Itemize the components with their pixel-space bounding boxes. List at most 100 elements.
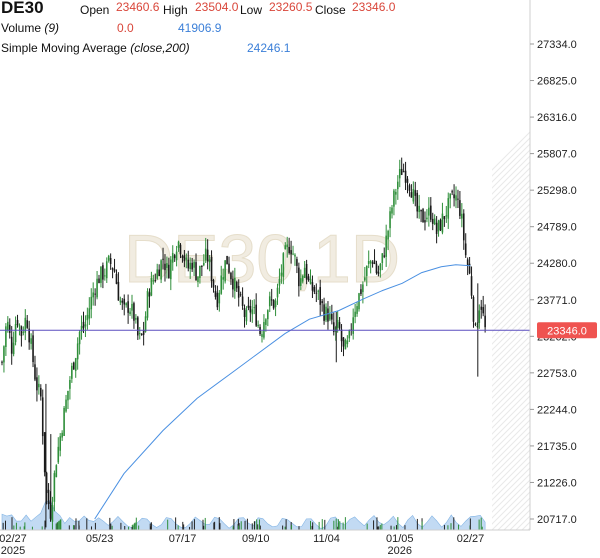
candle-body <box>140 334 143 336</box>
sma-value: 24246.1 <box>247 41 291 55</box>
candle-body <box>296 259 298 266</box>
candle-body <box>383 255 386 257</box>
candle-body <box>26 320 29 328</box>
candle-body <box>125 303 127 306</box>
candle-body <box>76 343 79 360</box>
candle-body <box>228 263 230 273</box>
candle-body <box>274 300 277 308</box>
candle-body <box>278 278 281 286</box>
candle-body <box>24 317 27 333</box>
close-label: Close <box>315 3 346 17</box>
candle-body <box>373 260 376 265</box>
candle-body <box>137 317 139 336</box>
candle-body <box>41 397 44 437</box>
price-tick-label: 21735.0 <box>537 441 577 453</box>
candle-body <box>1 361 3 363</box>
high-value: 23504.0 <box>195 0 239 14</box>
candle-body <box>354 311 356 317</box>
candle-body <box>449 193 451 199</box>
candle-body <box>385 235 387 257</box>
candle-body <box>431 218 434 224</box>
price-tick-label: 21226.0 <box>537 477 577 489</box>
last-price-label: 23346.0 <box>547 325 587 337</box>
candle-body <box>86 314 89 321</box>
candle-body <box>3 346 5 363</box>
time-tick-label: 01/05 <box>386 533 414 545</box>
candle-body <box>309 278 312 284</box>
time-tick-year: 2025 <box>1 545 25 557</box>
candle-body <box>150 278 153 296</box>
hatch-stroke <box>492 269 530 309</box>
candle-body <box>381 253 384 264</box>
candle-body <box>133 303 135 321</box>
time-tick-label: 11/04 <box>313 533 340 545</box>
candle-body <box>342 337 345 347</box>
candle-body <box>284 245 287 250</box>
symbol-title: DE30 <box>1 0 44 17</box>
volume-value-1: 0.0 <box>117 21 134 35</box>
candle-body <box>344 339 347 350</box>
price-tick-label: 27334.0 <box>537 39 577 51</box>
candle-body <box>36 377 38 391</box>
candle-body <box>334 326 337 332</box>
candle-body <box>185 257 188 260</box>
candle-body <box>323 304 325 321</box>
low-label: Low <box>240 3 263 17</box>
candle-body <box>216 292 219 308</box>
candle-body <box>12 342 15 355</box>
candle-body <box>307 276 310 281</box>
candle-body <box>218 292 221 304</box>
candle-body <box>459 200 461 216</box>
candle-body <box>34 364 36 380</box>
candle-body <box>212 279 215 288</box>
candle-body <box>391 207 393 214</box>
price-tick-label: 25807.0 <box>537 149 577 161</box>
chart-header: DE30 Open 23460.6 High 23504.0 Low 23260… <box>0 0 600 60</box>
candle-body <box>115 273 118 284</box>
candle-body <box>177 241 180 248</box>
candle-body <box>195 262 197 281</box>
time-tick-label: 09/10 <box>242 533 270 545</box>
candle-body <box>395 191 397 195</box>
candle-body <box>90 296 93 310</box>
candle-body <box>400 168 403 175</box>
candle-body <box>107 255 110 261</box>
time-tick-label: 05/23 <box>86 533 114 545</box>
candle-body <box>94 293 96 295</box>
candle-body <box>171 253 174 263</box>
candle-body <box>208 259 211 263</box>
price-tick-label: 24789.0 <box>537 222 577 234</box>
candle-body <box>173 255 176 259</box>
price-tick-label: 24280.0 <box>537 258 577 270</box>
candle-body <box>105 261 108 279</box>
candle-body <box>16 319 19 326</box>
candle-body <box>249 306 252 313</box>
candle-body <box>329 314 331 320</box>
candle-body <box>235 282 238 289</box>
candle-body <box>280 272 283 276</box>
candle-body <box>47 489 50 504</box>
candle-body <box>135 317 137 320</box>
candle-body <box>239 294 242 296</box>
candle-body <box>55 465 58 478</box>
candle-body <box>210 256 213 282</box>
candle-body <box>82 321 85 329</box>
candle-body <box>336 320 339 328</box>
candle-body <box>201 265 203 267</box>
candle-body <box>478 310 481 323</box>
candle-body <box>301 275 304 282</box>
candle-body <box>364 277 366 281</box>
candle-body <box>484 315 486 328</box>
candle-body <box>69 379 71 389</box>
candle-body <box>156 269 159 279</box>
candle-body <box>45 472 48 494</box>
candle-body <box>303 267 306 278</box>
price-tick-label: 23771.0 <box>537 295 577 307</box>
candle-body <box>43 432 46 473</box>
candle-body <box>311 282 314 291</box>
candle-body <box>193 261 195 268</box>
price-tick-label: 25298.0 <box>537 185 577 197</box>
hatch-stroke <box>492 263 530 303</box>
candle-body <box>10 336 13 354</box>
